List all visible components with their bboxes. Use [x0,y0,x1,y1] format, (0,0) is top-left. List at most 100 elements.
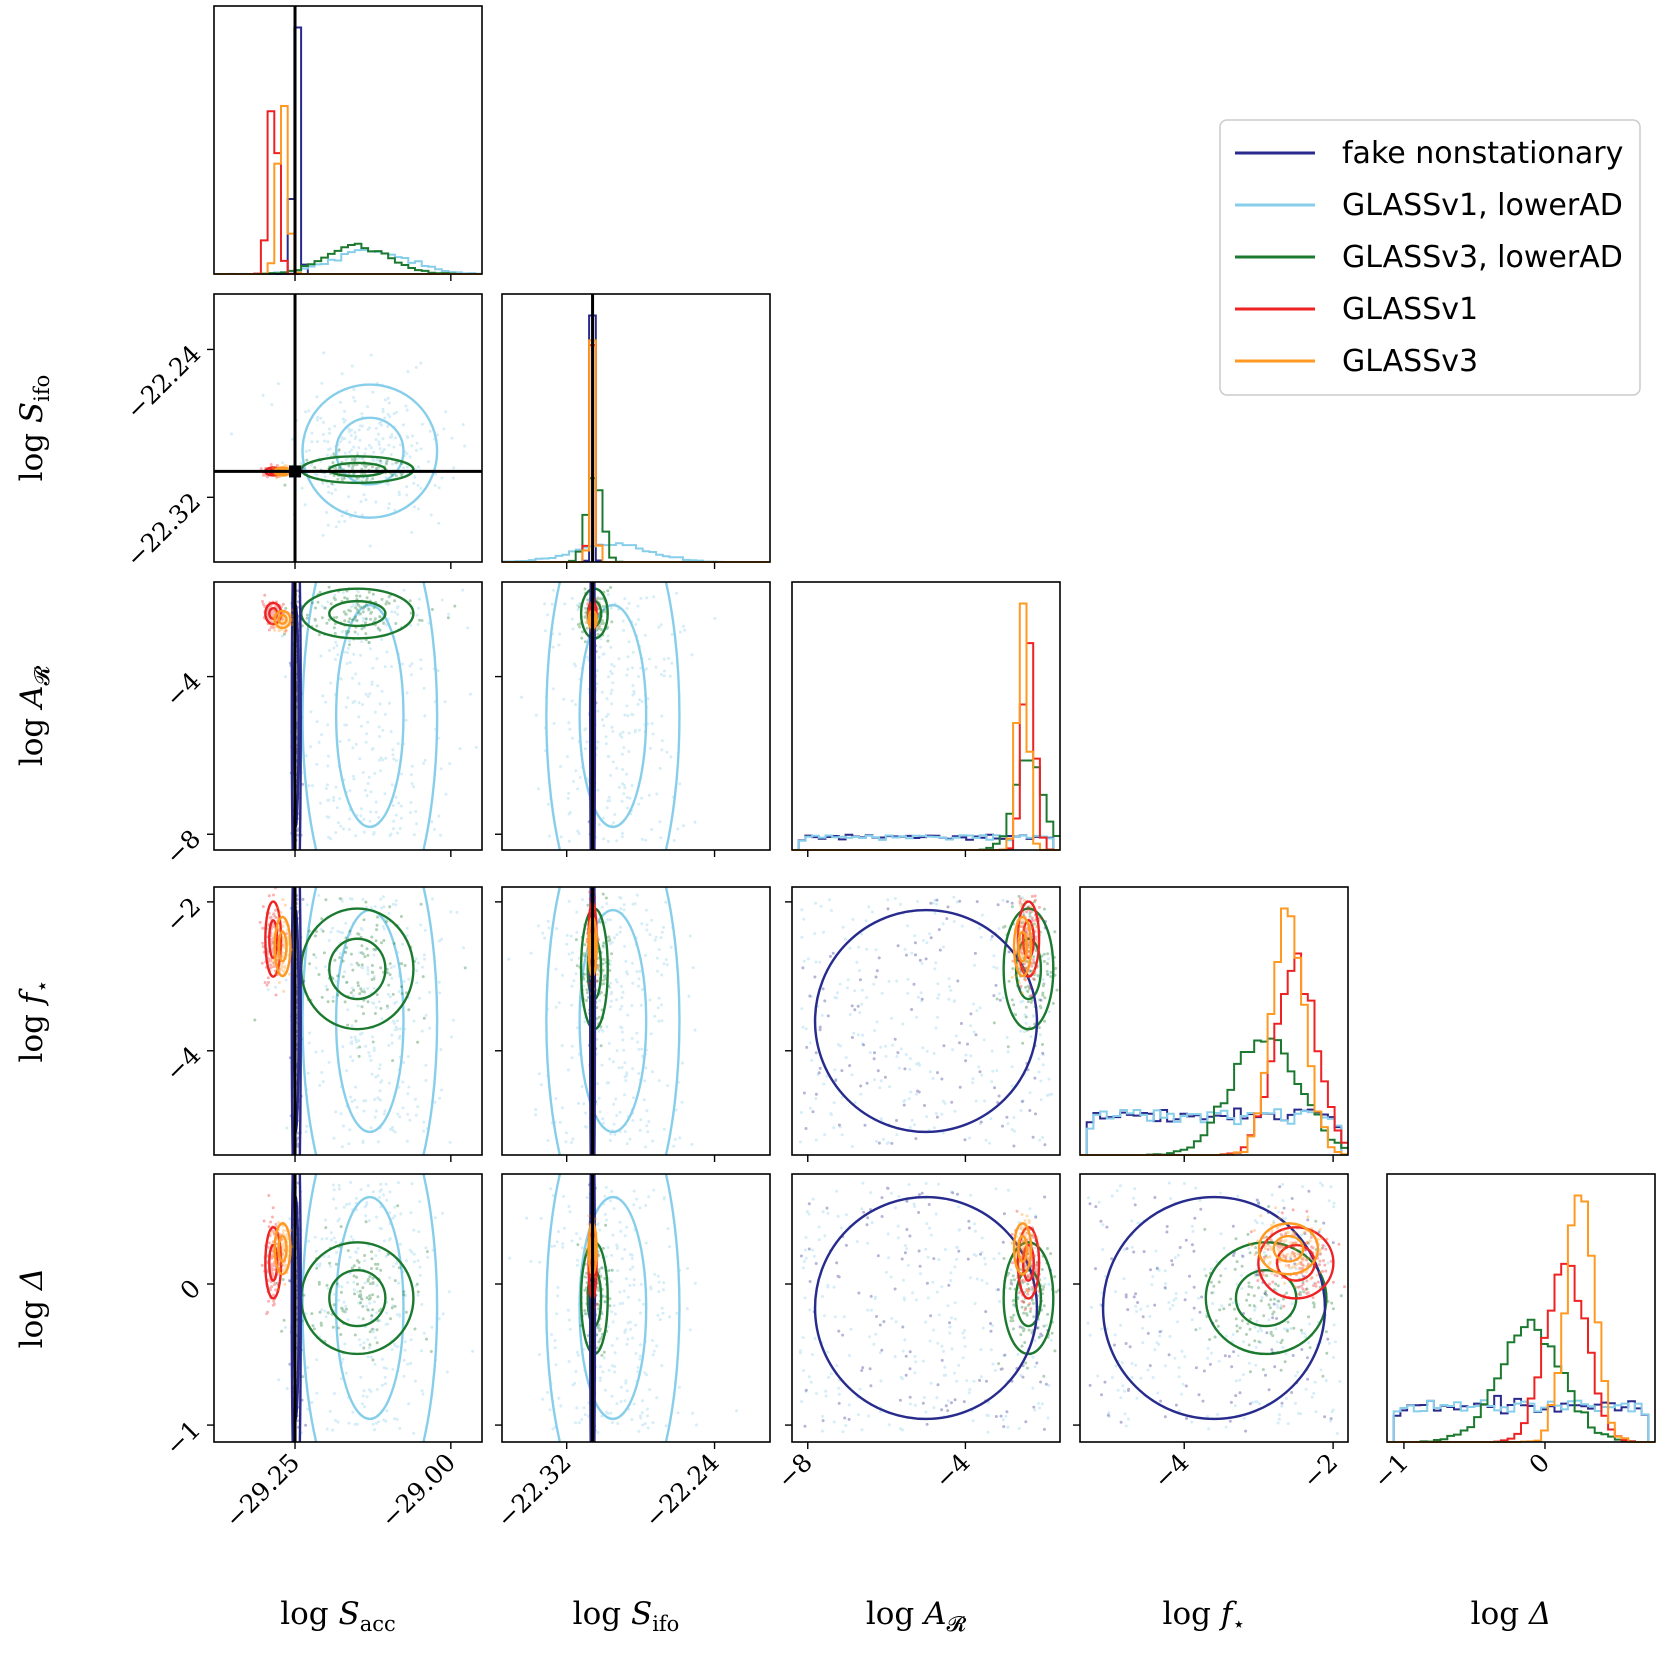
panel-frame [213,1173,483,1443]
y-axis-label-Sifo: log Sifo [14,375,54,482]
label-sub: ifo [652,1612,679,1636]
x-tick-label: −8 [771,1448,818,1495]
contour-level [1002,907,1055,1031]
contour-level [1012,915,1033,978]
scatter-panel-Sifo-AR [495,581,771,857]
contour-level [301,1174,439,1442]
panel-content [992,1086,1436,1530]
label-base: log [866,1596,924,1632]
y-tick-label: −22.24 [120,339,206,425]
panel-content [798,894,1059,1148]
x-axis-label-Sacc: log Sacc [280,1596,396,1636]
contour-level [290,582,302,850]
contour-level [1012,1222,1033,1276]
contour-level [277,1234,288,1263]
label-main: A [921,1596,946,1632]
panel-frame [791,1173,1061,1443]
x-tick-label: −4 [1148,1448,1195,1495]
x-tick-label: −29.25 [219,1448,305,1534]
x-tick-label: −1 [1368,1448,1415,1495]
y-tick-label: −4 [160,666,207,713]
legend-label: fake nonstationary [1342,136,1623,171]
contour-level [328,461,387,478]
contour-level [328,937,387,1001]
contour-level [301,582,439,850]
contour-level [300,1241,415,1356]
histogram-glassv1-lowerad [214,248,482,275]
histogram-fake-nonstationary [502,314,770,563]
panel-frame [1386,1173,1656,1443]
panel-content [798,1181,1060,1434]
contour-level [328,599,387,628]
label-sub: ⋆ [1232,1612,1245,1636]
contour-level [578,603,648,829]
panel-content [261,582,478,850]
contour-level [1272,1234,1305,1263]
panel-frame [213,5,483,275]
scatter-points [1086,1181,1342,1435]
scatter-panel-fstar-Delta: −4 −2 [992,1086,1436,1530]
contour-level [300,907,415,1031]
y-tick-label: −22.32 [120,487,206,573]
scatter-points [799,1186,1052,1431]
y-tick-label: −1 [160,1415,207,1462]
x-axis-label-AR: log A𝓡 [866,1596,967,1636]
contour-level [268,919,279,960]
panel-frame [501,293,771,563]
y-tick-label: 0 [174,1274,206,1306]
x-tick-label: −4 [929,1448,976,1495]
scatter-points [277,1180,475,1435]
label-base: log [14,1290,50,1348]
label-main: S [631,1596,652,1632]
scatter-points [798,1181,1053,1434]
contour-level [813,1195,1039,1421]
scatter-points [508,1182,739,1434]
x-tick-label: −22.32 [491,1448,577,1534]
legend: fake nonstationary GLASSv1, lowerAD GLASSv… [1219,119,1641,396]
y-axis-label-AR: log A𝓡 [14,665,54,766]
legend-label: GLASSv3 [1342,344,1478,379]
contour-level [334,1195,405,1421]
contour-level [1257,1226,1335,1300]
scatter-panel-Sacc-AR: −8 −4 [160,581,483,871]
histogram-fake-nonstationary [214,26,482,275]
scatter-points [230,351,467,548]
histogram-glassv3 [502,339,770,563]
label-base: log [14,1004,50,1062]
histogram-glassv3 [214,104,482,275]
contour-level [1017,930,1029,963]
legend-label: GLASSv1, lowerAD [1342,188,1623,223]
contour-level [578,1195,648,1421]
contour-level [328,1268,387,1328]
histogram-panel-Sifo [501,293,771,569]
x-axis-label-Delta: log Δ [1471,1596,1552,1632]
contour-level [277,930,288,963]
panel-frame [501,581,771,851]
contour-level [264,601,283,626]
contour-level [290,1174,302,1442]
label-sub: acc [360,1612,396,1636]
histogram-glassv1 [214,110,482,275]
panel-frame [213,886,483,1156]
contour-level [992,1086,1436,1530]
corner-panels: −1 0−22.32−22.24−8−4−4−2−29.25 −29.00−10−2… [14,5,1656,1636]
contour-level [589,887,597,1155]
label-sub: ifo [30,375,54,402]
scatter-panel-Sacc-Delta: −29.25 −29.00 −1 0 [160,1173,483,1534]
contour-level [264,1226,283,1300]
panel-content [253,887,467,1155]
contour-level [273,609,292,630]
histogram-panel-Sacc [213,5,483,281]
contour-level [1021,1243,1035,1282]
contour-level [334,603,405,829]
panel-frame [501,886,771,1156]
contour-level [290,887,302,1155]
label-sub: ⋆ [30,980,54,993]
y-tick-label: −4 [160,1041,207,1088]
x-axis-label-Sifo: log Sifo [573,1596,680,1636]
panel-frame [501,1173,771,1443]
label-main: A [14,685,50,710]
histogram-panel-Delta: −1 0 [1368,1173,1656,1495]
label-sub: 𝓡 [30,665,54,685]
